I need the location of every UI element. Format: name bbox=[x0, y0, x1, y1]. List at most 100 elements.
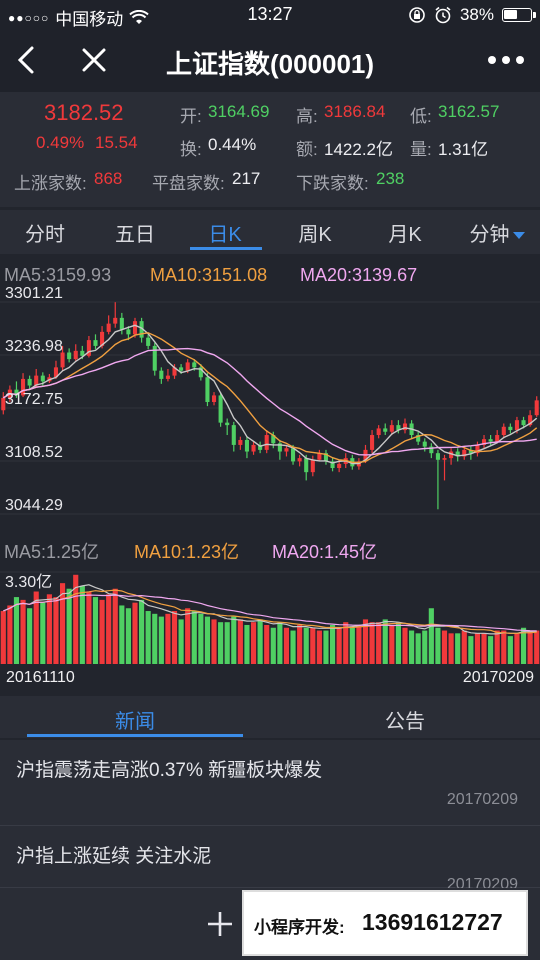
volume-bar bbox=[277, 622, 283, 664]
news-item[interactable]: 沪指上涨延续 关注水泥 20170209 bbox=[0, 826, 540, 893]
candle-body bbox=[455, 451, 460, 457]
candle-body bbox=[277, 443, 282, 452]
volume-bar bbox=[224, 622, 230, 664]
volume-bar bbox=[152, 613, 158, 664]
tab-announcements[interactable]: 公告 bbox=[385, 711, 425, 733]
up-count-label: 上涨家数: bbox=[14, 174, 87, 193]
tab-minute[interactable]: 分钟 bbox=[462, 218, 532, 247]
current-price: 3182.52 bbox=[44, 100, 124, 125]
volume-bar bbox=[389, 624, 395, 664]
low-label: 低: bbox=[410, 107, 432, 126]
tab-daily-k[interactable]: 日K bbox=[208, 224, 242, 246]
down-count-label: 下跌家数: bbox=[296, 174, 369, 193]
low-value: 3162.57 bbox=[438, 102, 500, 121]
news-item[interactable]: 沪指震荡走高涨0.37% 新疆板块爆发 20170209 bbox=[0, 740, 540, 826]
candle-body bbox=[152, 345, 157, 371]
volume-bar bbox=[139, 599, 145, 664]
close-icon[interactable] bbox=[76, 42, 112, 78]
candle-body bbox=[363, 449, 368, 462]
candle-body bbox=[376, 428, 381, 436]
more-dots-icon[interactable] bbox=[486, 48, 526, 72]
volume-bar bbox=[13, 597, 20, 664]
volume-bar bbox=[86, 591, 92, 664]
volume-bar bbox=[53, 597, 59, 664]
candle-body bbox=[1, 397, 6, 411]
price-tick-label: 3236.98 bbox=[5, 338, 63, 355]
candle-body bbox=[198, 367, 203, 378]
vol-ma20-line bbox=[3, 594, 537, 632]
volume-bar bbox=[165, 613, 171, 664]
down-count: 238 bbox=[376, 169, 405, 188]
volume-bar bbox=[488, 636, 494, 664]
volume-bar bbox=[237, 619, 243, 664]
tab-monthly-k[interactable]: 月K bbox=[388, 224, 422, 246]
volume-bar bbox=[474, 633, 481, 664]
amount-label: 额: bbox=[296, 140, 318, 159]
kline-chart[interactable]: MA5:3159.93 MA10:3151.08 MA20:3139.67 33… bbox=[0, 256, 540, 688]
volume-bar bbox=[409, 630, 415, 664]
candle-body bbox=[501, 426, 506, 436]
plus-icon[interactable] bbox=[206, 910, 234, 938]
candle-body bbox=[528, 415, 533, 426]
candle-body bbox=[258, 444, 263, 450]
wifi-icon bbox=[129, 9, 149, 24]
volume-bar bbox=[7, 605, 13, 664]
candle-body bbox=[205, 377, 210, 403]
turnover-label: 换: bbox=[180, 140, 202, 159]
rotation-lock-icon bbox=[409, 7, 425, 23]
candle-body bbox=[244, 439, 249, 452]
promo-label: 小程序开发: bbox=[254, 918, 345, 937]
candle-body bbox=[40, 375, 45, 382]
tab-minute-label: 分钟 bbox=[469, 224, 510, 246]
volume-bar bbox=[356, 624, 362, 664]
volume-bar bbox=[244, 624, 250, 664]
candle-body bbox=[468, 449, 473, 454]
candle-body bbox=[231, 425, 236, 445]
up-count: 868 bbox=[94, 169, 123, 188]
candle-body bbox=[271, 435, 276, 444]
change-pct: 0.49% bbox=[36, 133, 85, 152]
candle-body bbox=[80, 350, 85, 356]
vol-ma10-legend: MA10:1.23亿 bbox=[134, 542, 240, 562]
status-time: 13:27 bbox=[247, 4, 293, 24]
candle-body bbox=[495, 435, 500, 442]
tab-news[interactable]: 新闻 bbox=[115, 711, 155, 733]
news-date: 20170209 bbox=[446, 791, 518, 808]
volume-bar bbox=[0, 611, 6, 664]
triangle-down-icon bbox=[512, 231, 525, 239]
high-label: 高: bbox=[296, 107, 318, 126]
candle-body bbox=[416, 435, 421, 442]
candle-body bbox=[462, 449, 467, 457]
volume-bar bbox=[402, 627, 408, 664]
chevron-left-icon[interactable] bbox=[10, 42, 46, 78]
candle-body bbox=[323, 453, 329, 462]
candle-body bbox=[449, 451, 454, 459]
ma5-line bbox=[2, 324, 538, 465]
candle-body bbox=[488, 439, 493, 442]
page-title: 上证指数(000001) bbox=[165, 49, 375, 79]
candle-body bbox=[389, 425, 394, 432]
change-value: 15.54 bbox=[95, 133, 138, 152]
volume-bar bbox=[204, 616, 211, 664]
volume-bar bbox=[382, 619, 388, 664]
volume-bar bbox=[231, 616, 237, 664]
volume-bar bbox=[376, 622, 382, 664]
tab-five-day[interactable]: 五日 bbox=[115, 224, 155, 246]
candle-body bbox=[442, 458, 447, 460]
news-headline: 沪指震荡走高涨0.37% 新疆板块爆发 bbox=[16, 760, 323, 781]
tab-weekly-k[interactable]: 周K bbox=[298, 224, 332, 246]
candle-body bbox=[106, 323, 111, 332]
candle-body bbox=[284, 448, 289, 452]
volume-bar bbox=[198, 613, 204, 664]
vol-ma20-legend: MA20:1.45亿 bbox=[272, 542, 378, 562]
candlestick-plot: 3301.21 3236.98 3172.75 3108.52 3044.29 3.30亿… bbox=[0, 285, 540, 688]
volume-bar bbox=[349, 627, 355, 664]
volume-bar bbox=[494, 630, 500, 664]
volume-bar bbox=[362, 619, 369, 664]
tab-intraday[interactable]: 分时 bbox=[25, 224, 65, 246]
alarm-icon bbox=[435, 6, 451, 24]
volume-bar bbox=[329, 624, 336, 664]
volume-bar bbox=[40, 602, 46, 664]
volume-bar bbox=[481, 633, 487, 664]
volume-bar bbox=[119, 605, 125, 664]
